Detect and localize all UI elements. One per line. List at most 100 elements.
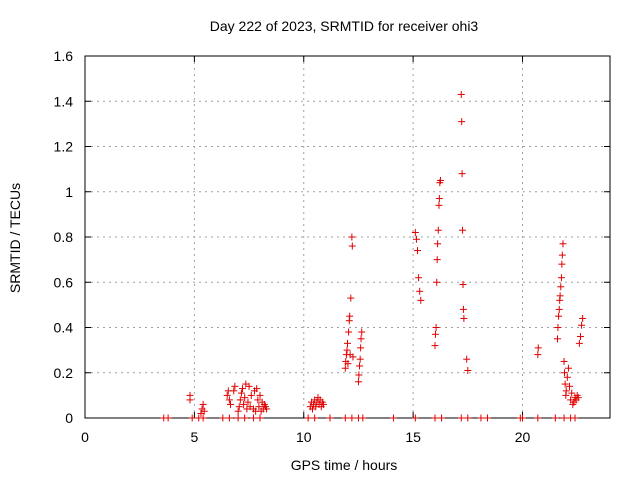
chart-title: Day 222 of 2023, SRMTID for receiver ohi… xyxy=(210,18,479,34)
y-tick-label: 0.4 xyxy=(54,320,74,336)
x-tick-label: 5 xyxy=(190,429,198,445)
data-point xyxy=(534,344,542,352)
data-point xyxy=(164,414,172,422)
data-point xyxy=(464,414,472,422)
y-tick-label: 0.8 xyxy=(54,229,74,245)
data-point xyxy=(263,405,271,413)
y-tick-label: 1 xyxy=(65,184,73,200)
data-points xyxy=(160,90,587,422)
data-point xyxy=(341,414,349,422)
y-tick-label: 0.2 xyxy=(54,365,74,381)
data-point xyxy=(519,414,526,422)
data-point xyxy=(558,260,566,268)
data-point xyxy=(231,382,239,390)
data-point xyxy=(571,414,579,422)
data-point xyxy=(230,387,238,395)
data-point xyxy=(240,400,248,408)
data-point xyxy=(534,414,542,422)
data-point xyxy=(199,414,207,422)
data-point xyxy=(344,339,351,347)
data-point xyxy=(562,387,570,395)
data-point xyxy=(576,333,584,341)
data-point xyxy=(357,335,365,343)
data-point xyxy=(311,414,319,422)
data-point xyxy=(433,278,441,286)
data-point xyxy=(574,394,582,402)
x-tick-label: 20 xyxy=(515,429,531,445)
data-point xyxy=(345,328,353,336)
data-point xyxy=(477,414,485,422)
data-point xyxy=(226,400,234,408)
data-point xyxy=(434,226,442,234)
data-point xyxy=(225,414,233,422)
data-point xyxy=(534,351,542,359)
data-point xyxy=(458,118,466,126)
data-point xyxy=(234,407,242,415)
data-point xyxy=(555,312,563,320)
data-point xyxy=(346,312,354,320)
data-point xyxy=(200,407,208,415)
data-point xyxy=(348,233,356,241)
data-point xyxy=(234,414,242,422)
data-point xyxy=(355,371,363,379)
data-point xyxy=(236,396,244,404)
data-point xyxy=(460,314,468,322)
data-point xyxy=(241,394,249,402)
data-point xyxy=(561,380,569,388)
data-point xyxy=(560,357,568,365)
data-point xyxy=(237,389,245,397)
data-point xyxy=(411,414,419,422)
data-point xyxy=(435,201,443,209)
y-tick-label: 1.2 xyxy=(54,139,74,155)
data-point xyxy=(414,247,421,255)
data-point xyxy=(348,414,356,422)
data-point xyxy=(564,364,572,372)
data-point xyxy=(348,242,356,250)
y-tick-label: 1.4 xyxy=(54,93,74,109)
data-point xyxy=(556,292,564,300)
data-point xyxy=(563,373,571,381)
data-point xyxy=(219,414,227,422)
data-point xyxy=(241,414,249,422)
data-point xyxy=(561,369,568,377)
data-point xyxy=(253,385,261,393)
x-tick-label: 15 xyxy=(405,429,421,445)
data-point xyxy=(416,287,424,295)
data-point xyxy=(343,346,351,354)
data-point xyxy=(457,414,465,422)
data-point xyxy=(389,414,397,422)
data-point xyxy=(566,382,574,390)
data-point xyxy=(415,274,423,282)
data-point xyxy=(459,281,467,289)
data-point xyxy=(245,382,253,390)
data-point xyxy=(433,256,441,264)
data-point xyxy=(255,403,263,411)
x-axis-label: GPS time / hours xyxy=(291,457,398,473)
data-point xyxy=(560,414,568,422)
data-point xyxy=(356,362,364,370)
grid xyxy=(85,56,610,418)
data-point xyxy=(417,296,425,304)
x-tick-label: 0 xyxy=(81,429,89,445)
data-point xyxy=(554,335,561,343)
data-point xyxy=(254,396,262,404)
data-point xyxy=(235,403,243,411)
data-point xyxy=(568,389,576,397)
data-point xyxy=(356,355,364,363)
data-point xyxy=(347,294,355,302)
data-point xyxy=(239,385,246,393)
data-point xyxy=(435,195,443,203)
data-point xyxy=(457,90,465,98)
data-point xyxy=(434,240,442,248)
data-point xyxy=(249,414,257,422)
data-point xyxy=(578,321,586,329)
data-point xyxy=(359,414,367,422)
data-point xyxy=(554,324,562,331)
data-point xyxy=(555,305,563,313)
data-point xyxy=(357,344,365,352)
data-point xyxy=(436,176,444,184)
data-point xyxy=(463,355,471,363)
x-tick-label: 10 xyxy=(296,429,312,445)
data-point xyxy=(319,400,327,408)
